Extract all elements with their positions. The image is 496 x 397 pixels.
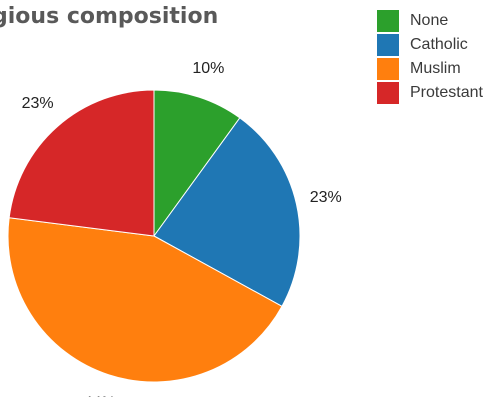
legend-item-catholic: Catholic bbox=[377, 33, 483, 57]
slice-label-protestant: 23% bbox=[22, 95, 54, 112]
legend-swatch bbox=[377, 82, 399, 104]
chart-title: gious composition bbox=[0, 4, 219, 29]
legend-swatch bbox=[377, 10, 399, 32]
pie-slice-muslim bbox=[7, 217, 283, 383]
legend-label: Protestant bbox=[410, 84, 483, 101]
pie-slice-none bbox=[153, 89, 241, 238]
legend-item-none: None bbox=[377, 9, 483, 33]
slice-label-muslim: 44% bbox=[84, 395, 116, 397]
legend-label: Catholic bbox=[410, 36, 468, 53]
legend-item-protestant: Protestant bbox=[377, 81, 483, 105]
legend: None Catholic Muslim Protestant bbox=[377, 9, 483, 105]
legend-label: None bbox=[410, 12, 449, 29]
legend-swatch bbox=[377, 34, 399, 56]
pie-slice-catholic bbox=[153, 117, 301, 308]
slice-label-catholic: 23% bbox=[310, 189, 342, 206]
legend-label: Muslim bbox=[410, 60, 461, 77]
slice-label-none: 10% bbox=[192, 60, 224, 77]
legend-item-muslim: Muslim bbox=[377, 57, 483, 81]
pie-slice-protestant bbox=[8, 89, 155, 237]
legend-swatch bbox=[377, 58, 399, 80]
